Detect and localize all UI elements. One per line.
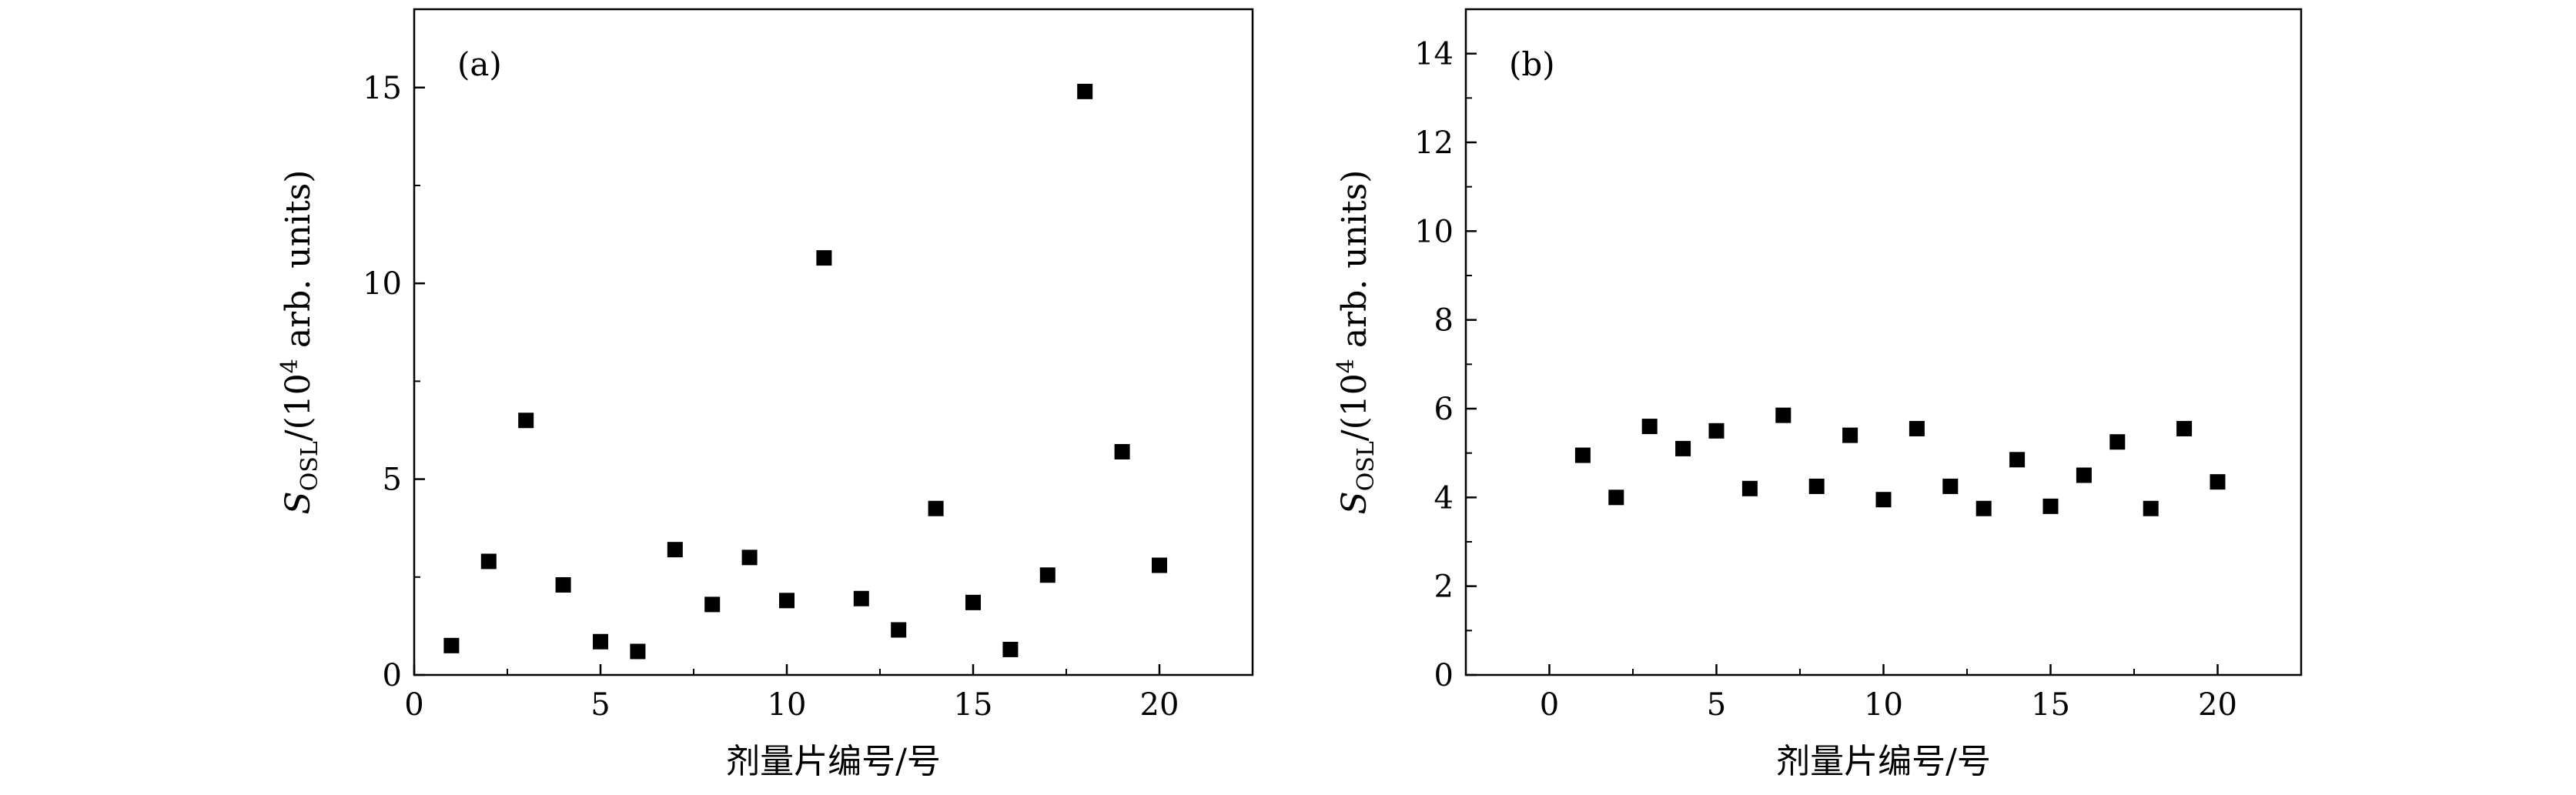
x-tick-label: 20 (1140, 687, 1179, 723)
y-axis-label: SOSL/(104 arb. units) (1333, 170, 1380, 515)
y-tick-label: 14 (1414, 37, 1454, 72)
y-tick-label: 5 (383, 463, 402, 498)
data-point (1909, 420, 1925, 436)
data-point (853, 590, 869, 606)
panel-b: 0 5 10 15 20 0 2 4 6 8 10 12 14 (b) 剂量片编号/号 SOSL/(104 a… (1333, 8, 2303, 781)
x-axis-label: 剂量片编号/号 (1776, 742, 1991, 781)
data-point (1875, 492, 1892, 508)
data-point (1942, 478, 1959, 494)
y-tick-label: 2 (1434, 570, 1454, 605)
data-point (480, 553, 497, 570)
y-tick-label: 8 (1434, 303, 1454, 339)
y-axis-label: SOSL/(104 arb. units) (276, 170, 323, 515)
data-point (704, 596, 721, 613)
y-tick-label: 10 (1414, 214, 1454, 249)
data-point (555, 576, 571, 593)
data-point (1975, 500, 1992, 516)
data-point (518, 413, 534, 429)
data-point (630, 643, 646, 660)
x-tick-label: 10 (768, 687, 807, 723)
data-point (1708, 423, 1725, 439)
x-tick-label: 20 (2198, 687, 2237, 723)
x-tick-label: 5 (590, 687, 610, 723)
x-tick-label: 15 (2031, 687, 2070, 723)
data-point (2076, 467, 2092, 483)
x-tick-label: 5 (1707, 687, 1726, 723)
data-point (891, 622, 907, 638)
x-tick-label: 10 (1864, 687, 1903, 723)
y-tick-label: 10 (363, 266, 402, 302)
data-point (443, 637, 460, 653)
data-point (593, 633, 608, 650)
data-point (1675, 440, 1691, 456)
panel-label: (b) (1509, 45, 1555, 83)
data-point (2143, 500, 2159, 516)
y-tick-label: 4 (1434, 480, 1454, 516)
data-point (1808, 478, 1825, 494)
data-point (1077, 83, 1093, 99)
data-point (1152, 557, 1167, 573)
y-tick-label: 12 (1414, 125, 1454, 161)
data-point (2176, 420, 2193, 436)
x-tick-label: 0 (1540, 687, 1559, 723)
data-point (779, 593, 795, 609)
data-point (928, 500, 944, 516)
data-point (1574, 447, 1591, 463)
data-point (1641, 419, 1658, 435)
data-point (1114, 443, 1130, 459)
plot-frame (1464, 8, 2303, 676)
data-point (1039, 567, 1055, 583)
x-tick-label: 15 (954, 687, 993, 723)
y-tick-label: 15 (363, 71, 402, 106)
data-point (2109, 434, 2126, 450)
data-point (1608, 489, 1624, 506)
panel-a: 0 5 10 15 20 0 5 10 15 (a) 剂量片编号/号 SOSL/(104 arb. u… (276, 8, 1254, 781)
data-point (2042, 498, 2059, 514)
data-point (2009, 452, 2026, 468)
data-point (667, 542, 683, 558)
y-tick-label: 0 (1434, 658, 1454, 693)
y-tick-label: 6 (1434, 392, 1454, 427)
x-tick-label: 0 (404, 687, 423, 723)
x-axis-label: 剂量片编号/号 (726, 742, 941, 781)
y-tick-label: 0 (383, 658, 402, 693)
data-point (1775, 407, 1791, 423)
data-point (2210, 474, 2226, 490)
panel-label: (a) (457, 45, 502, 83)
data-point (1842, 427, 1858, 443)
data-point (741, 549, 758, 566)
data-point (965, 594, 981, 610)
plot-frame (413, 8, 1254, 676)
data-point (1741, 480, 1758, 496)
data-point (816, 250, 832, 266)
data-point (1002, 641, 1019, 657)
